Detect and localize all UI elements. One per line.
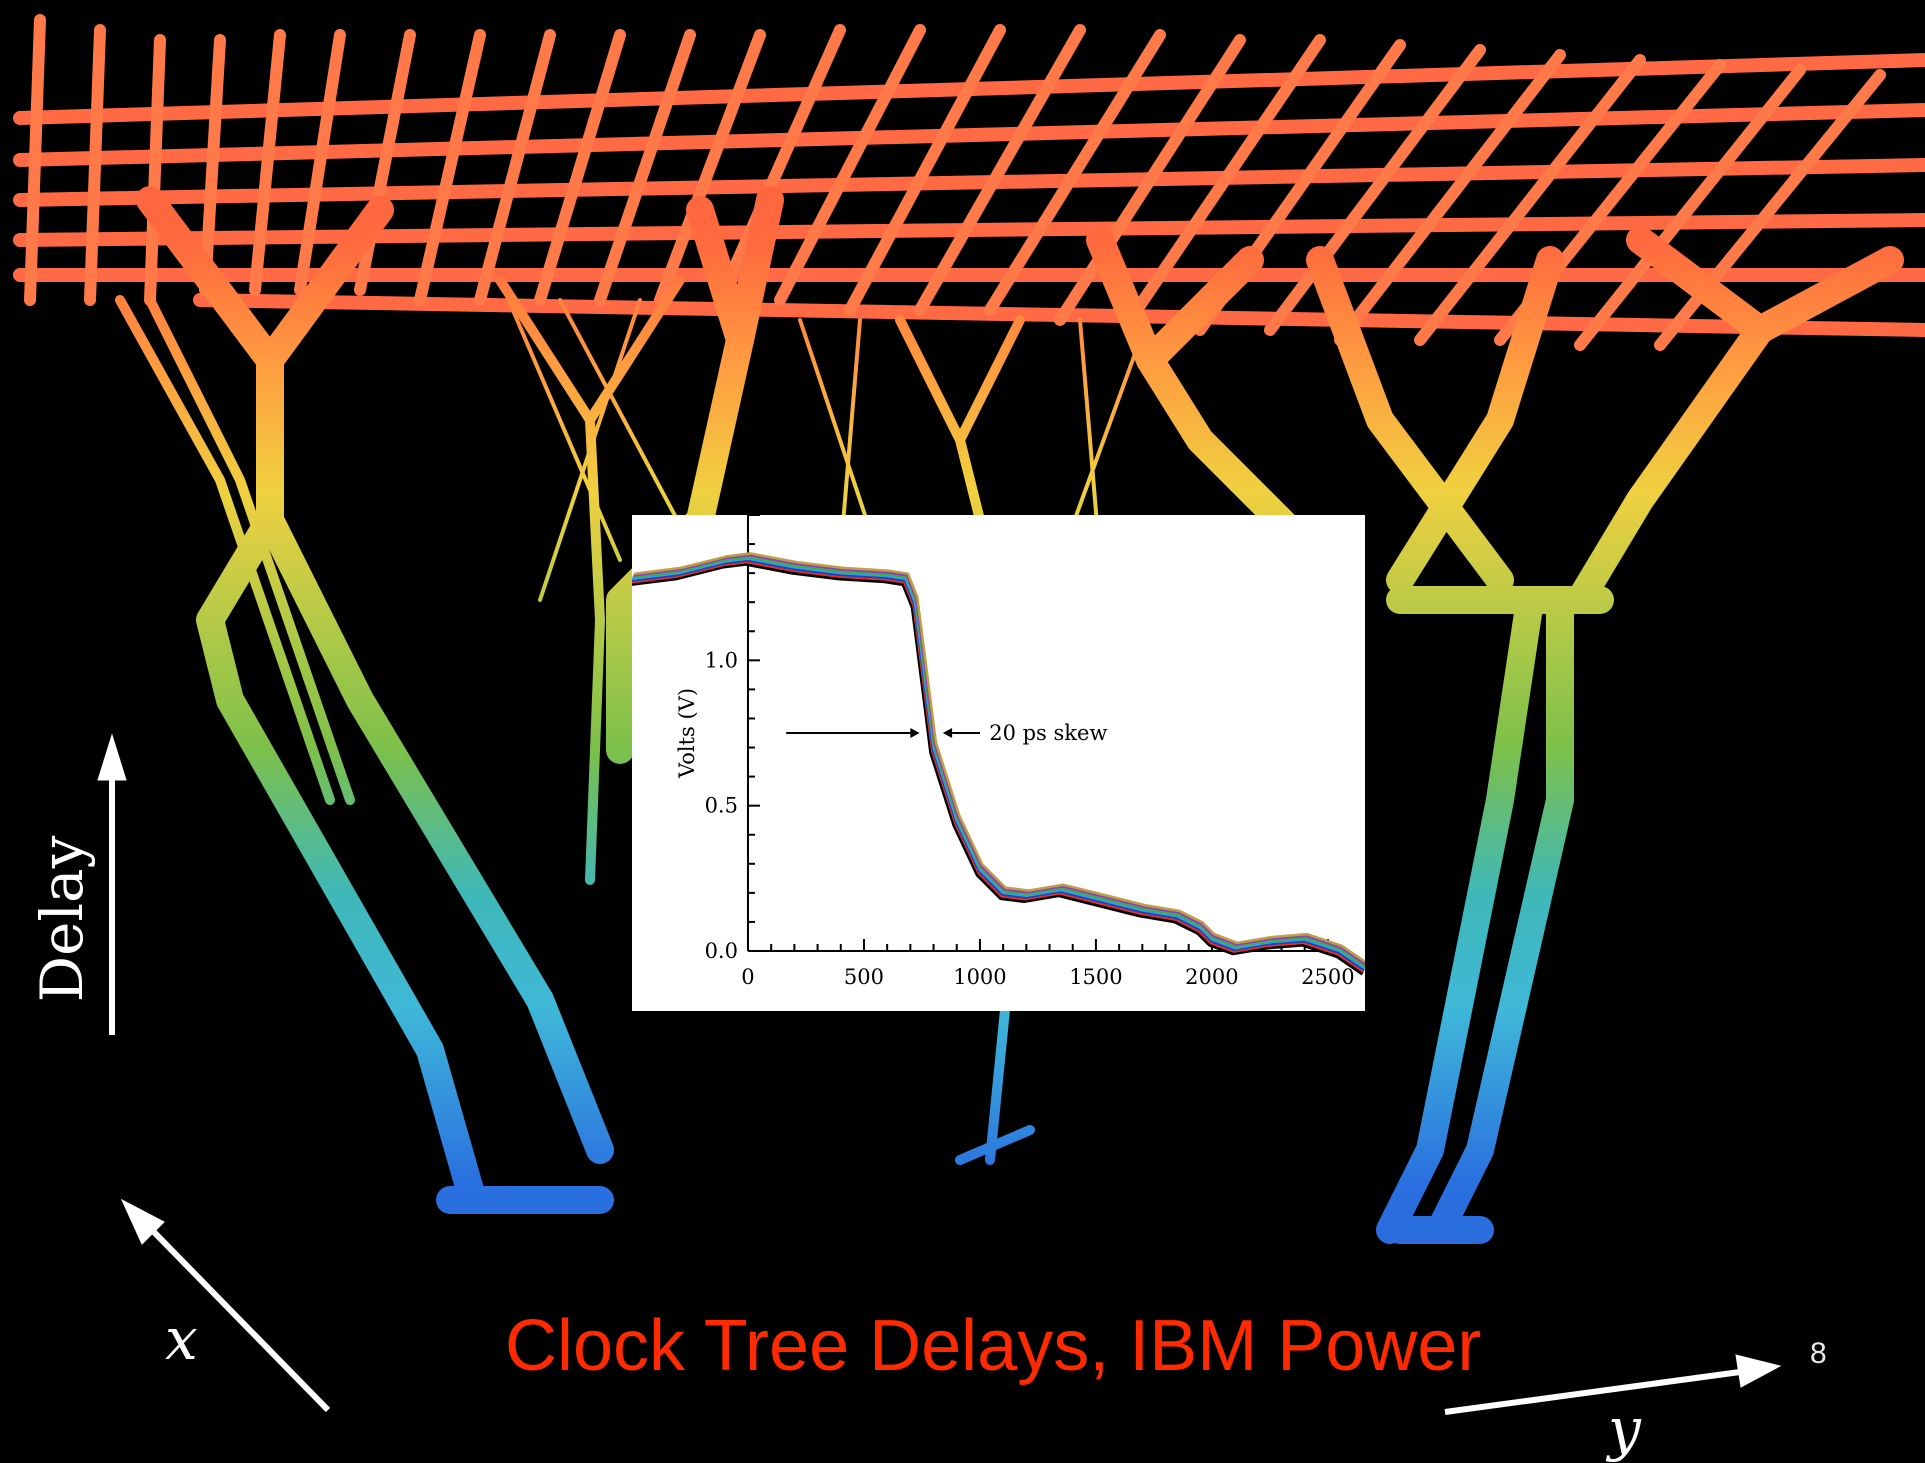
slide-title: Clock Tree Delays, IBM Power [505,1310,1535,1382]
x-tick-label: 1500 [1069,965,1122,989]
waveform-series-line [632,559,1365,969]
waveform-series-line [633,555,1365,965]
page-number: 8 [1810,1337,1827,1371]
skew-arrow-left-head-icon [910,728,919,738]
y-tick-label: 0.5 [705,794,738,818]
x-tick-label: 1000 [953,965,1006,989]
y-tick-label: 1.0 [705,648,738,672]
skew-arrow-right-head-icon [943,728,952,738]
waveform-chart: 0 500 1000 1500 2000 2500 0.0 0.5 1.0 Volts (V) 20… [632,515,1365,1011]
x-tick-label: 2000 [1185,965,1238,989]
waveform-series-line [632,560,1364,970]
skew-annotation: 20 ps skew [989,721,1107,745]
y-axis-label: y [1608,1395,1641,1463]
y-tick-label: 0.0 [705,939,738,963]
x-tick-label: 0 [741,965,754,989]
x-axis-label: x [165,1305,198,1373]
delay-axis-label: Delay [28,819,96,1019]
waveform-series-line [634,553,1365,963]
waveform-series-line [632,562,1364,972]
x-tick-label: 500 [844,965,884,989]
waveform-series-line [633,557,1365,967]
waveform-series-line [632,564,1363,974]
y-axis-title: Volts (V) [675,688,699,779]
x-tick-label: 2500 [1301,965,1354,989]
